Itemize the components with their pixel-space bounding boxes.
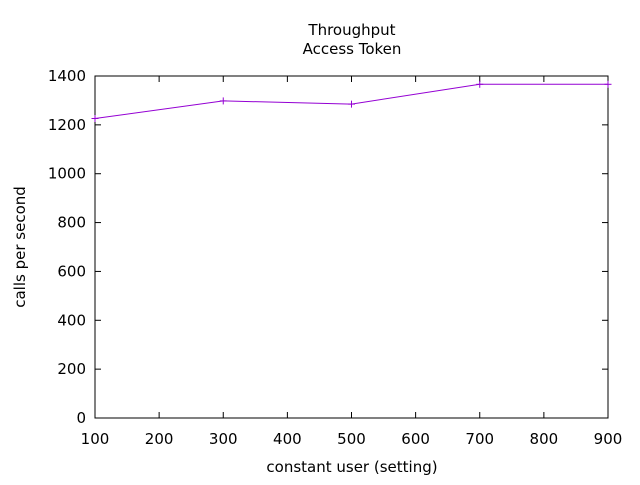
y-tick-label: 800 bbox=[57, 214, 86, 232]
y-axis-label: calls per second bbox=[11, 186, 29, 308]
data-point bbox=[348, 100, 355, 108]
x-tick-label: 300 bbox=[209, 430, 238, 448]
data-point bbox=[91, 115, 99, 123]
chart-subtitle: Access Token bbox=[303, 40, 402, 58]
x-tick-label: 100 bbox=[81, 430, 110, 448]
y-tick-label: 0 bbox=[76, 409, 86, 427]
y-tick-label: 1200 bbox=[48, 116, 86, 134]
y-tick-label: 400 bbox=[57, 311, 86, 329]
y-tick-label: 200 bbox=[57, 360, 86, 378]
data-point bbox=[476, 80, 484, 88]
y-tick-label: 1000 bbox=[48, 165, 86, 183]
y-tick-label: 1400 bbox=[48, 67, 86, 85]
series-layer bbox=[91, 80, 612, 123]
x-tick-label: 700 bbox=[465, 430, 494, 448]
x-axis: 100 200 300 400 500 600 700 800 900 bbox=[81, 76, 623, 448]
y-axis: 0 200 400 600 800 1000 1200 1400 bbox=[48, 67, 608, 427]
x-axis-label: constant user (setting) bbox=[266, 458, 437, 476]
data-point bbox=[604, 80, 612, 88]
plot-area-frame bbox=[94, 75, 609, 419]
x-tick-label: 200 bbox=[145, 430, 174, 448]
x-tick-label: 400 bbox=[273, 430, 302, 448]
x-tick-label: 800 bbox=[530, 430, 559, 448]
x-tick-label: 900 bbox=[594, 430, 623, 448]
data-point bbox=[219, 97, 227, 105]
x-tick-label: 600 bbox=[401, 430, 430, 448]
y-tick-label: 600 bbox=[57, 262, 86, 280]
x-tick-label: 500 bbox=[337, 430, 366, 448]
chart-title: Throughput bbox=[307, 21, 395, 39]
